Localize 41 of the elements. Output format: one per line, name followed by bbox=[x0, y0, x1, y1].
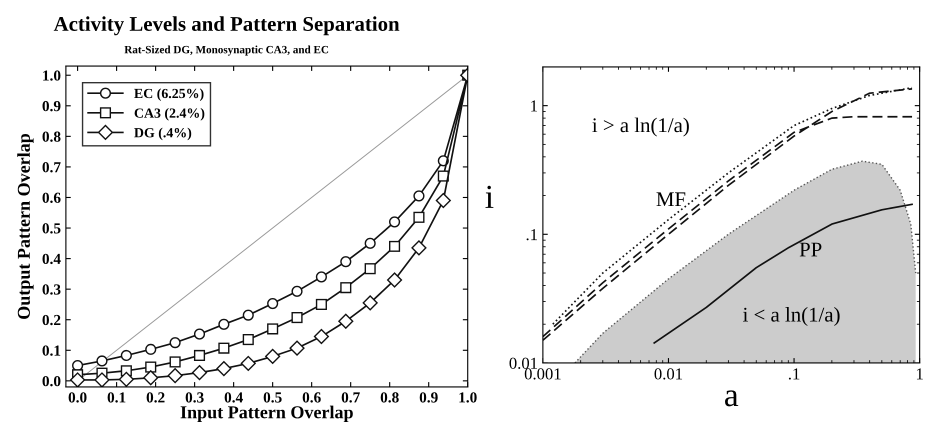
y-tick-label: 1 bbox=[531, 100, 538, 112]
annotation: PP bbox=[800, 242, 822, 256]
annotation: i > a ln(1/a) bbox=[592, 118, 689, 136]
x-tick-label: 0.6 bbox=[302, 392, 321, 403]
x-tick-label: 0.9 bbox=[420, 392, 438, 403]
x-tick-label: 0.01 bbox=[654, 368, 682, 380]
chart-subtitle: Rat-Sized DG, Monosynaptic CA3, and EC bbox=[124, 46, 328, 56]
x-tick-label: 0.5 bbox=[264, 392, 282, 403]
x-tick-label: 0.8 bbox=[380, 392, 399, 403]
annotation: i < a ln(1/a) bbox=[743, 307, 840, 326]
x-tick-label: 0.2 bbox=[146, 392, 165, 403]
x-tick-label: 1 bbox=[916, 368, 923, 380]
y-tick-label: 0.4 bbox=[42, 254, 61, 264]
legend-label: DG (.4%) bbox=[134, 128, 192, 140]
x-tick-label: 0.3 bbox=[186, 392, 204, 403]
x-tick-label: 0.001 bbox=[524, 368, 561, 380]
y-tick-label: 0.8 bbox=[42, 132, 61, 142]
y-tick-label: 0.6 bbox=[42, 192, 61, 203]
chart-title: Activity Levels and Pattern Separation bbox=[54, 16, 400, 36]
y-tick-label: 0.1 bbox=[42, 345, 60, 356]
x-tick-label: .1 bbox=[788, 368, 800, 380]
annotation: MF bbox=[656, 192, 686, 206]
legend-label: EC (6.25%) bbox=[134, 88, 204, 101]
x-tick-label: 1.0 bbox=[459, 392, 477, 403]
x-tick-label: 0.4 bbox=[224, 392, 243, 403]
y-axis-title: Output Pattern Overlap bbox=[17, 134, 34, 319]
x-tick-label: 0.1 bbox=[108, 392, 126, 403]
x-axis-title: Input Pattern Overlap bbox=[180, 406, 353, 422]
y-tick-label: .1 bbox=[526, 229, 538, 240]
legend-label: CA3 (2.4%) bbox=[134, 108, 204, 121]
y-tick-label: 0.3 bbox=[42, 284, 61, 295]
y-tick-label: 0.7 bbox=[42, 162, 61, 172]
x-tick-label: 0.0 bbox=[68, 392, 87, 403]
x-axis-title: a bbox=[725, 390, 738, 406]
y-axis-title: i bbox=[485, 186, 494, 208]
y-tick-label: 0.2 bbox=[42, 314, 60, 326]
y-tick-label: 0.5 bbox=[42, 223, 60, 234]
y-tick-label: 1.0 bbox=[43, 70, 60, 81]
y-tick-label: 0.01 bbox=[509, 358, 538, 369]
y-tick-label: 0.9 bbox=[42, 100, 60, 112]
x-tick-label: 0.7 bbox=[342, 392, 360, 403]
